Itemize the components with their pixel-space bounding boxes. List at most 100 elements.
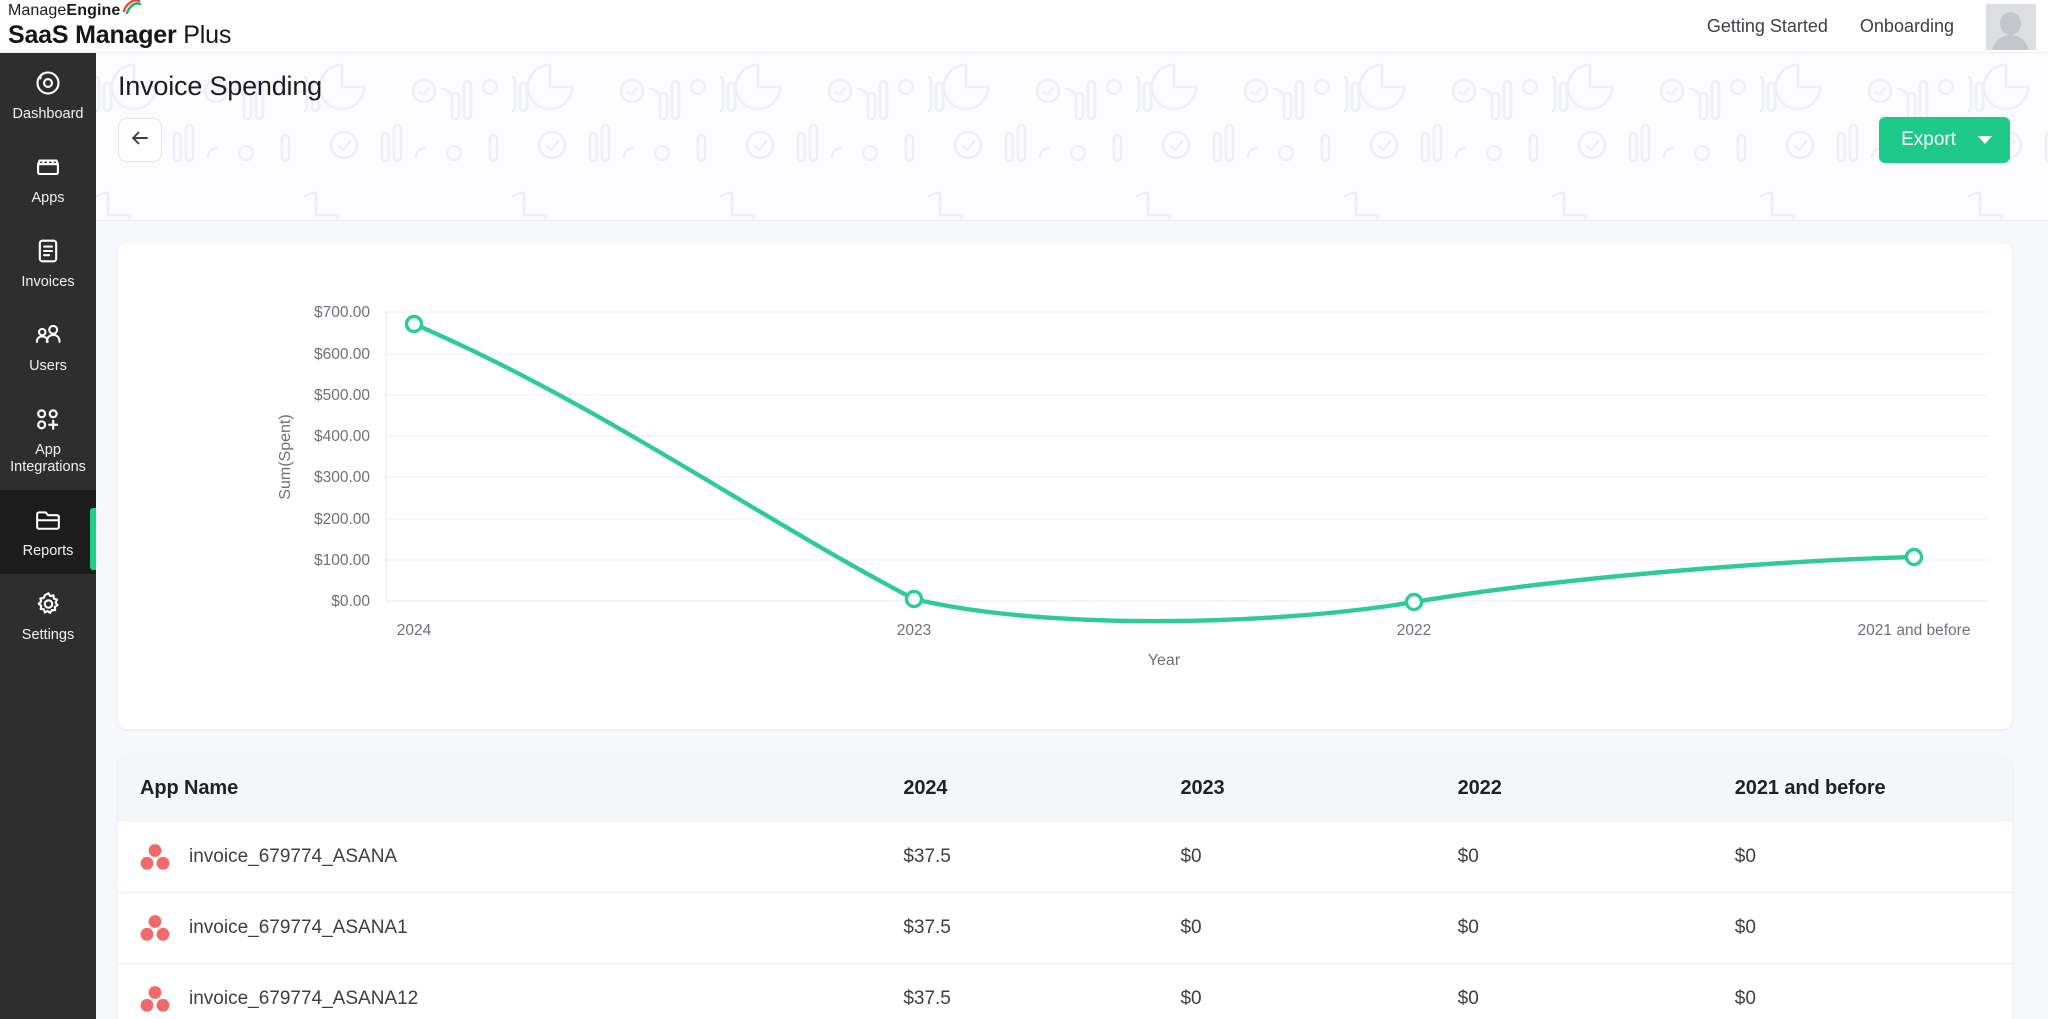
main-content: Invoice Spending Export — [96, 53, 2048, 1019]
invoices-icon — [4, 237, 92, 265]
manageengine-swoosh-icon — [121, 0, 142, 19]
chart-gridlines — [386, 311, 1988, 602]
table-body: invoice_679774_ASANA $37.5 $0 $0 $0 — [118, 822, 2012, 1019]
manageengine-wordmark: Manage Engine — [8, 0, 231, 20]
data-point-2024[interactable] — [404, 314, 424, 334]
y-tick-500: $500.00 — [314, 387, 370, 404]
y-tick-400: $400.00 — [314, 428, 370, 445]
cell-2022: $0 — [1457, 822, 1735, 893]
invoice-spending-table: App Name 2024 2023 2022 2021 and before — [118, 755, 2012, 1019]
cell-2021-and-before: $0 — [1734, 822, 2012, 893]
top-navigation: Getting Started Onboarding — [1707, 0, 2048, 53]
x-tick-2022: 2022 — [1397, 622, 1431, 639]
asana-icon — [140, 985, 170, 1013]
users-icon — [4, 321, 92, 349]
chart-card: $700.00 $600.00 $500.00 $400.00 $300.00 … — [118, 243, 2012, 729]
invoice-spending-line-chart[interactable]: $700.00 $600.00 $500.00 $400.00 $300.00 … — [118, 243, 2012, 729]
cell-2022: $0 — [1457, 963, 1735, 1019]
y-tick-700: $700.00 — [314, 304, 370, 321]
product-wordmark: SaaS Manager Plus — [8, 21, 231, 50]
brand-logo[interactable]: Manage Engine SaaS Manager Plus — [8, 0, 231, 50]
top-bar: Manage Engine SaaS Manager Plus Getting S… — [0, 0, 2048, 53]
sidebar-item-apps[interactable]: Apps — [0, 137, 96, 221]
settings-icon — [4, 590, 92, 618]
product-plus: Plus — [183, 21, 232, 49]
sidebar-item-invoices[interactable]: Invoices — [0, 221, 96, 305]
y-axis-title: Sum(Spent) — [277, 414, 294, 499]
export-button[interactable]: Export — [1879, 117, 2010, 163]
sidebar-item-dashboard[interactable]: Dashboard — [0, 53, 96, 137]
table-row[interactable]: invoice_679774_ASANA1 $37.5 $0 $0 $0 — [118, 892, 2012, 964]
back-button[interactable] — [118, 118, 162, 162]
y-tick-0: $0.00 — [331, 593, 370, 610]
column-header-app-name[interactable]: App Name — [140, 777, 239, 799]
apps-icon — [4, 153, 92, 181]
export-button-label: Export — [1901, 129, 1956, 150]
sidebar-item-app-integrations[interactable]: App Integrations — [0, 389, 96, 490]
cell-2024: $37.5 — [903, 822, 1181, 893]
sidebar-item-label-app-integrations: App Integrations — [4, 442, 92, 476]
data-point-2022[interactable] — [1404, 592, 1424, 612]
sidebar-item-label-users: Users — [29, 358, 67, 374]
sidebar-item-label-dashboard: Dashboard — [12, 106, 84, 122]
avatar-body — [1992, 34, 2029, 50]
cell-2024: $37.5 — [903, 963, 1181, 1019]
back-arrow-icon — [129, 128, 151, 153]
table-row[interactable]: invoice_679774_ASANA $37.5 $0 $0 $0 — [118, 822, 2012, 893]
data-point-2023[interactable] — [904, 589, 924, 609]
avatar[interactable] — [1986, 3, 2036, 50]
page-header: Invoice Spending Export — [96, 53, 2048, 221]
sidebar-item-label-reports: Reports — [22, 543, 74, 559]
cell-2022: $0 — [1457, 892, 1735, 964]
column-header-2021-and-before[interactable]: 2021 and before — [1734, 777, 1886, 799]
app-name: invoice_679774_ASANA12 — [189, 988, 419, 1009]
cell-2021-and-before: $0 — [1734, 963, 2012, 1019]
column-header-2022[interactable]: 2022 — [1457, 777, 1502, 799]
table-header: App Name 2024 2023 2022 2021 and before — [118, 755, 2012, 822]
sidebar-item-label-settings: Settings — [21, 627, 75, 643]
onboarding-link[interactable]: Onboarding — [1859, 16, 1954, 36]
product-manager: Manager — [75, 21, 177, 49]
y-tick-200: $200.00 — [314, 511, 370, 528]
x-tick-2023: 2023 — [897, 622, 931, 639]
app-name: invoice_679774_ASANA — [189, 846, 398, 867]
dashboard-icon — [4, 69, 92, 97]
y-tick-100: $100.00 — [314, 552, 370, 569]
sidebar-item-label-invoices: Invoices — [21, 274, 75, 290]
product-saas: SaaS — [8, 21, 69, 49]
sidebar-item-label-apps: Apps — [31, 190, 65, 206]
column-header-2024[interactable]: 2024 — [903, 777, 948, 799]
cell-2023: $0 — [1180, 963, 1458, 1019]
app-integrations-icon — [4, 405, 92, 433]
data-point-2021-and-before[interactable] — [1904, 547, 1924, 567]
app-name: invoice_679774_ASANA1 — [189, 917, 408, 938]
x-axis-tick-labels: 2024 2023 2022 2021 and before — [397, 622, 1971, 639]
sidebar-item-settings[interactable]: Settings — [0, 574, 96, 658]
decorative-background-pattern — [96, 53, 2048, 220]
app-integrations-line2: Integrations — [10, 459, 86, 475]
sidebar-item-users[interactable]: Users — [0, 305, 96, 389]
y-tick-300: $300.00 — [314, 469, 370, 486]
cell-2023: $0 — [1180, 822, 1458, 893]
cell-2021-and-before: $0 — [1734, 892, 2012, 964]
asana-icon — [140, 914, 170, 942]
table-row[interactable]: invoice_679774_ASANA12 $37.5 $0 $0 $0 — [118, 963, 2012, 1019]
sidebar-item-reports[interactable]: Reports — [0, 490, 96, 574]
reports-icon — [4, 506, 92, 534]
y-tick-600: $600.00 — [314, 346, 370, 363]
avatar-head — [2000, 11, 2021, 35]
y-axis-tick-labels: $700.00 $600.00 $500.00 $400.00 $300.00 … — [314, 304, 370, 610]
sidebar: Dashboard Apps Invoices — [0, 53, 96, 1019]
chart-series-line — [411, 321, 1917, 624]
x-tick-2021-and-before: 2021 and before — [1858, 622, 1971, 639]
getting-started-link[interactable]: Getting Started — [1706, 16, 1828, 36]
cell-2023: $0 — [1180, 892, 1458, 964]
chevron-down-icon — [1978, 136, 1992, 144]
table-header-row: App Name 2024 2023 2022 2021 and before — [118, 755, 2012, 822]
x-tick-2024: 2024 — [397, 622, 432, 639]
invoice-table-card: App Name 2024 2023 2022 2021 and before — [118, 755, 2012, 1019]
active-indicator — [90, 508, 96, 570]
x-axis-title: Year — [1148, 652, 1181, 669]
column-header-2023[interactable]: 2023 — [1180, 777, 1225, 799]
brand-manage: Manage — [8, 2, 67, 19]
